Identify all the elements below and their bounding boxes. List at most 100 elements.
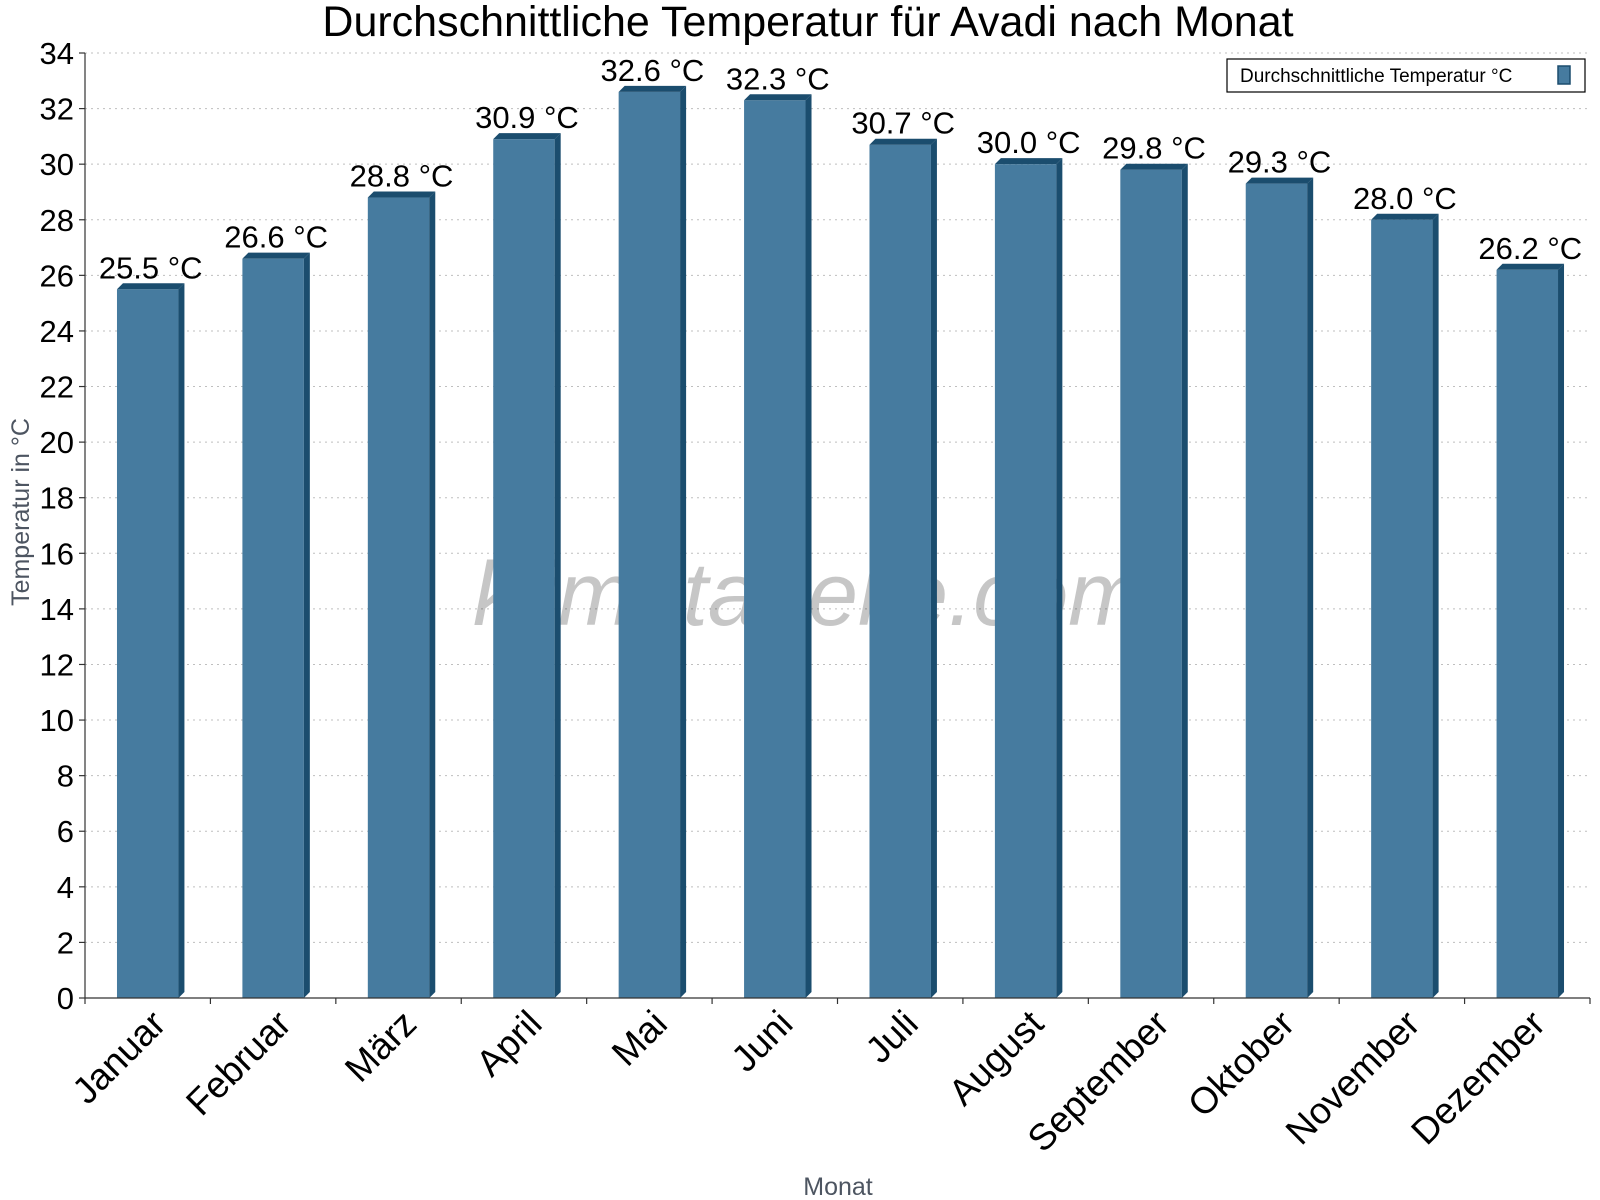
x-tick-label: Februar [178,1003,299,1124]
data-label: 30.7 °C [851,106,955,141]
x-tick-label: Dezember [1403,1003,1553,1153]
y-tick-label: 26 [40,258,74,293]
bar-face [1120,169,1182,998]
bar-face [493,139,555,999]
bar-oktober [1245,177,1314,999]
bar-side [1056,158,1063,999]
data-label: 26.2 °C [1478,231,1582,266]
y-tick-label: 16 [40,536,74,571]
bar-top [1496,263,1565,270]
data-label: 30.9 °C [475,100,579,135]
y-tick-label: 28 [40,203,74,238]
y-tick-label: 8 [57,759,74,794]
bar-januar [116,283,185,998]
bar-märz [367,191,436,998]
legend: Durchschnittliche Temperatur °C [1226,58,1586,93]
y-tick-label: 14 [40,592,74,627]
y-tick-label: 12 [40,647,74,682]
bar-top [116,283,185,290]
bar-top [994,158,1063,165]
data-label: 28.0 °C [1353,181,1457,216]
x-tick-label: Januar [64,1003,173,1112]
bar-face [1496,269,1559,998]
bar-face [1245,183,1308,999]
bar-top [367,191,436,198]
data-label: 32.3 °C [726,61,830,96]
y-tick-label: 10 [40,703,74,738]
gridlines [85,52,1590,943]
y-tick-label: 2 [57,925,74,960]
bar-top [1120,163,1188,170]
y-tick-label: 6 [57,814,74,849]
bar-top [618,85,687,92]
bar-august [994,158,1063,999]
x-axis-title: Monat [803,1173,873,1200]
x-tick-label: April [468,1003,549,1084]
chart-title: Durchschnittliche Temperatur für Avadi n… [322,0,1293,46]
data-label: 29.8 °C [1102,131,1206,166]
y-tick-label: 34 [40,36,74,71]
bar-face [367,197,430,998]
y-tick-label: 4 [57,870,74,905]
y-axis-title: Temperatur in °C [7,418,35,606]
bar-face [242,258,304,998]
bar-group [116,85,1565,999]
bar-face [994,164,1057,999]
bar-side [554,133,561,999]
bar-face [869,144,931,998]
bar-side [429,191,436,998]
bar-top [744,94,812,101]
bar-side [1307,177,1314,999]
y-tick-label: 18 [40,481,74,516]
x-tick-label: Mai [604,1003,675,1074]
x-tick-label: August [941,1002,1052,1113]
data-label: 25.5 °C [99,250,203,285]
data-labels: 25.5 °C 26.6 °C 28.8 °C 30.9 °C 32.6 °C 32.3 … [99,53,1582,285]
data-label: 29.3 °C [1228,145,1332,180]
y-tick-label: 32 [40,92,74,127]
bar-juli [869,138,937,998]
bar-face [1371,219,1433,998]
axes [79,52,1591,1004]
bar-side [303,252,310,999]
bar-april [493,133,561,999]
bar-side [178,283,185,998]
bar-juni [744,94,812,998]
bar-top [242,252,310,259]
y-tick-label: 20 [40,425,74,460]
bar-side [1181,163,1188,998]
data-label: 26.6 °C [224,220,328,255]
y-tick-label: 30 [40,147,74,182]
bar-top [493,133,561,140]
x-tick-labels: Januar Februar März April Mai Juni Juli AugustS… [64,1002,1553,1159]
bar-face [116,289,179,998]
legend-box [1226,58,1586,93]
y-tick-label: 22 [40,370,74,405]
bar-side [805,94,812,998]
data-label: 30.0 °C [977,125,1081,160]
bar-side [930,138,937,998]
data-label: 28.8 °C [350,159,454,194]
y-tick-label: 24 [40,314,74,349]
x-tick-label: November [1278,1003,1428,1153]
bar-side [1432,213,1439,998]
data-label: 32.6 °C [601,53,705,88]
bar-top [1245,177,1314,184]
legend-swatch [1557,65,1571,85]
bar-face [744,100,806,998]
bar-februar [242,252,310,999]
x-tick-label: Juni [723,1003,800,1080]
x-tick-label: Juli [858,1003,926,1071]
legend-label: Durchschnittliche Temperatur °C [1240,66,1512,87]
x-tick-label: März [337,1003,424,1090]
bar-side [1558,263,1565,998]
bar-face [618,91,681,999]
bar-november [1371,213,1439,998]
y-tick-label: 0 [57,981,74,1016]
bar-mai [618,85,687,999]
bar-september [1120,163,1188,998]
bar-dezember [1496,263,1565,998]
bar-top [1371,213,1439,220]
